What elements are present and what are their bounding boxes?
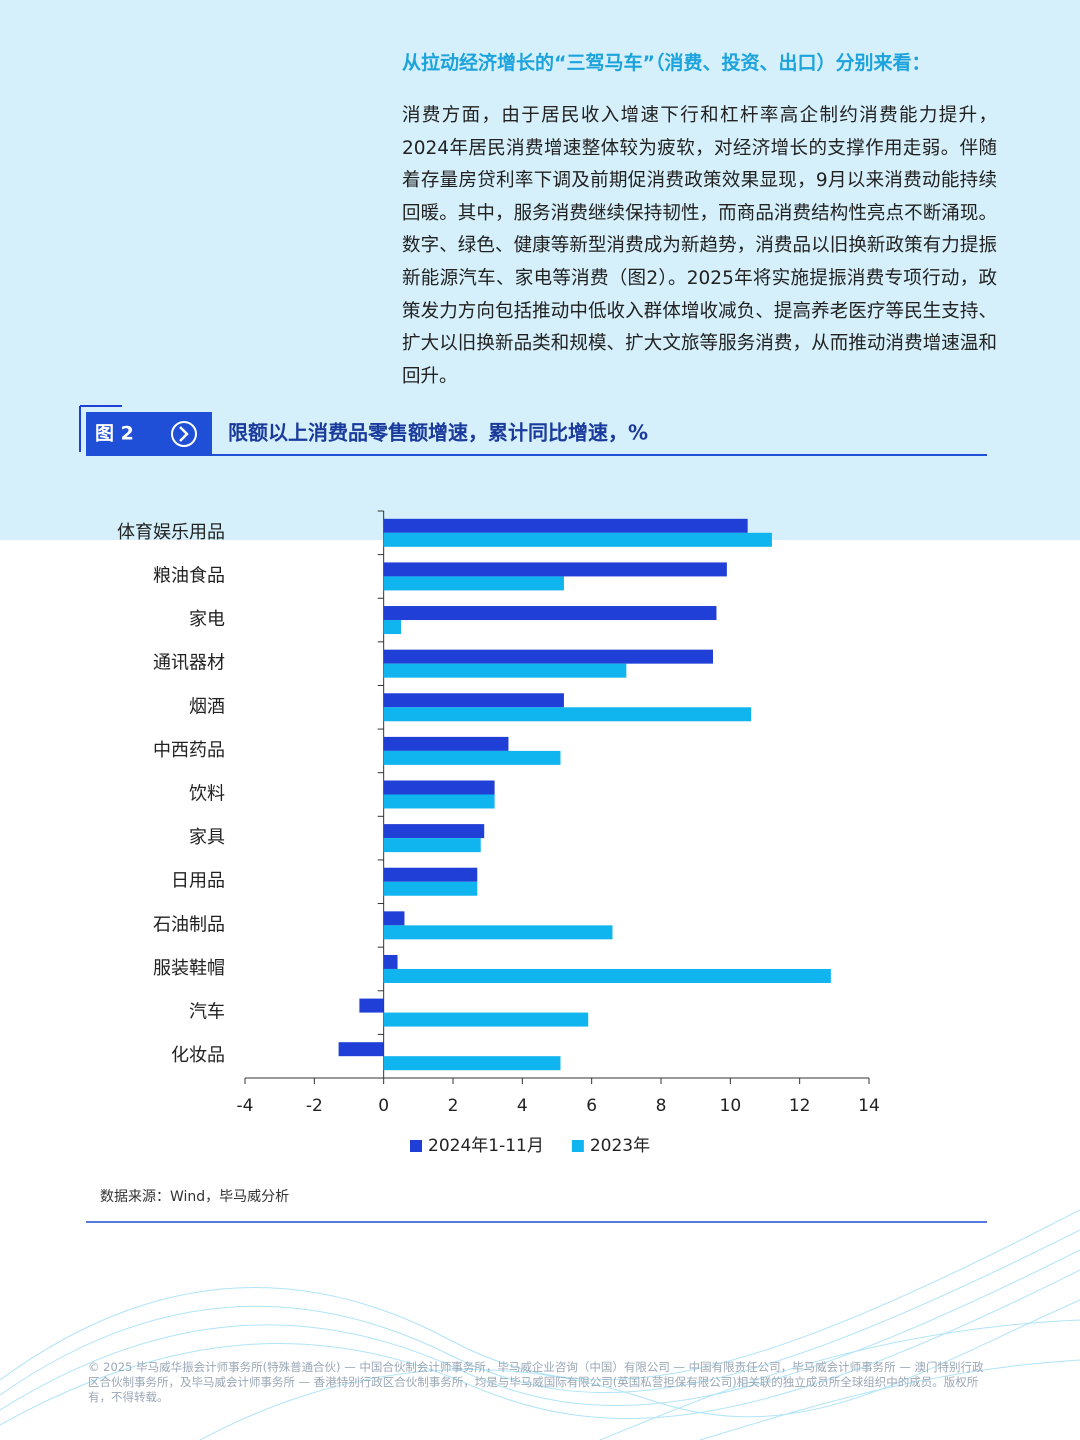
y-tick-label: 中西药品	[153, 740, 225, 761]
y-tick-label: 化妆品	[171, 1045, 225, 1066]
x-tick-label: 14	[858, 1096, 880, 1116]
x-tick-label: 2	[448, 1096, 459, 1116]
heading: 从拉动经济增长的“三驾马车”（消费、投资、出口）分别来看：	[402, 52, 931, 74]
bar	[383, 838, 481, 853]
x-tick-label: 6	[586, 1096, 597, 1116]
bar	[383, 780, 495, 795]
bar	[383, 881, 478, 896]
y-tick-label: 汽车	[189, 1002, 225, 1023]
y-tick-label: 石油制品	[153, 914, 225, 935]
bar	[383, 954, 398, 969]
figure-label: 图 2	[95, 423, 134, 445]
bar	[383, 925, 613, 940]
x-tick-label: 0	[378, 1096, 389, 1116]
figure-badge	[86, 412, 212, 456]
bar	[383, 576, 564, 591]
x-tick-label: 4	[517, 1096, 528, 1116]
y-tick-label: 饮料	[189, 784, 225, 805]
y-tick-label: 烟酒	[189, 696, 225, 717]
bar	[383, 736, 509, 751]
x-tick-label: 12	[789, 1096, 811, 1116]
y-tick-label: 家具	[189, 827, 225, 848]
footer: © 2025 毕马威华振会计师事务所(特殊普通合伙) — 中国合伙制会计师事务所…	[88, 1360, 984, 1404]
bar	[383, 562, 727, 577]
bar	[383, 518, 748, 533]
y-tick-label: 通讯器材	[153, 653, 225, 674]
y-tick-label: 服装鞋帽	[153, 958, 225, 979]
bar	[383, 867, 478, 882]
icon	[171, 421, 197, 447]
x-tick-label: 8	[656, 1096, 667, 1116]
y-tick-label: 日用品	[171, 871, 225, 892]
bar	[383, 750, 561, 765]
legend-swatch	[571, 1140, 584, 1152]
source: 数据来源：Wind，毕马威分析	[100, 1189, 290, 1205]
icon	[179, 426, 189, 442]
bar	[383, 968, 831, 983]
legend-label: 2023年	[590, 1136, 650, 1156]
bar	[338, 1042, 384, 1057]
bar	[383, 707, 752, 722]
figure-title: 限额以上消费品零售额增速，累计同比增速，%	[228, 421, 648, 445]
y-tick-label: 家电	[189, 609, 225, 630]
legend-swatch	[410, 1140, 422, 1152]
paragraph: 消费方面，由于居民收入增速下行和杠杆率高企制约消费能力提升，2024年居民消费增…	[402, 105, 997, 387]
bar	[383, 532, 772, 547]
bar	[383, 620, 401, 635]
y-tick-label: 粮油食品	[153, 565, 225, 586]
legend-label: 2024年1-11月	[428, 1136, 544, 1156]
bar	[383, 794, 495, 809]
bar	[383, 649, 713, 664]
bar	[359, 998, 384, 1013]
bar	[383, 663, 627, 678]
x-tick-label: 10	[720, 1096, 742, 1116]
bar	[383, 911, 405, 926]
decoration	[0, 1209, 1080, 1440]
bar	[383, 693, 564, 708]
x-tick-label: -4	[237, 1096, 254, 1116]
bar	[383, 606, 717, 621]
bar	[383, 1012, 589, 1027]
bar	[383, 1056, 561, 1071]
x-tick-label: -2	[306, 1096, 323, 1116]
chart: 图 2 限额以上消费品零售额增速，累计同比增速，% -4 -2 0 2 4 6 8 10 12 1…	[79, 405, 987, 1223]
bar	[383, 824, 485, 839]
y-tick-label: 体育娱乐用品	[117, 522, 225, 543]
